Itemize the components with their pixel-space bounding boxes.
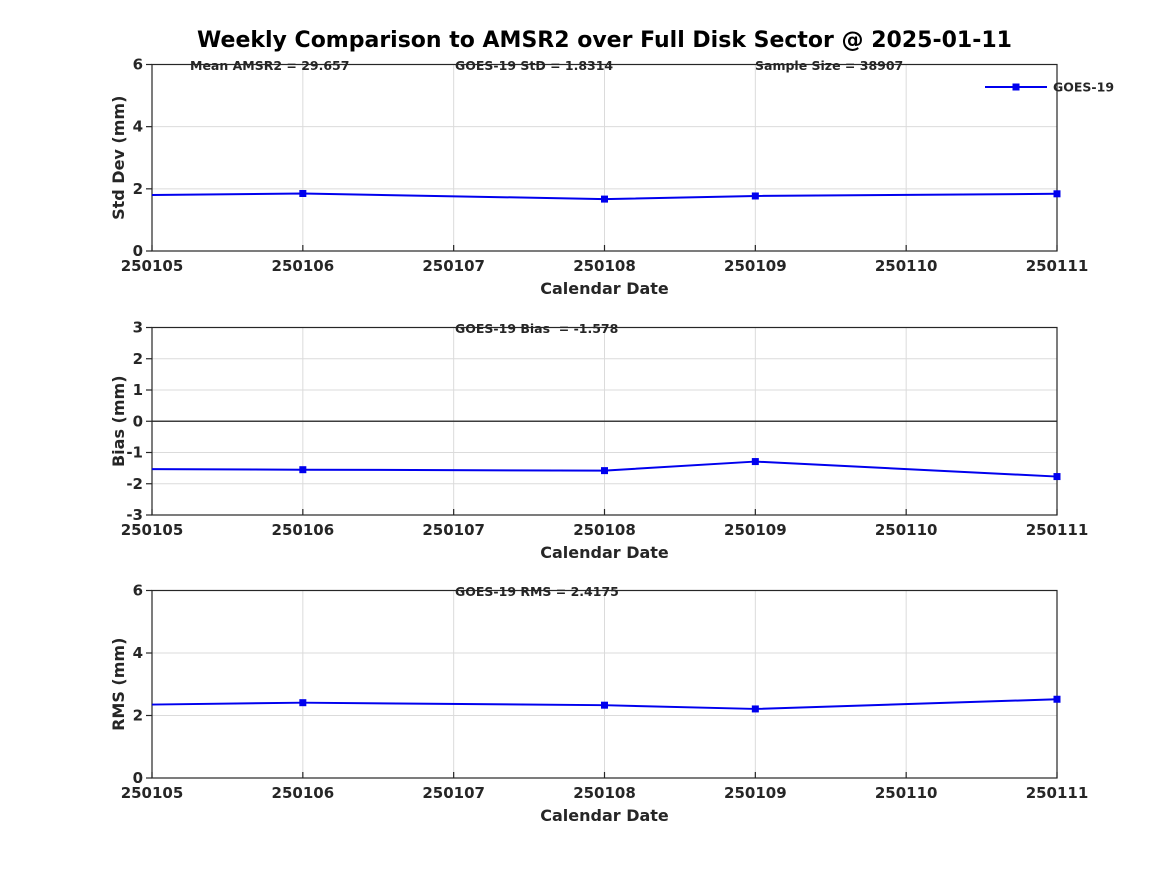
y-tick-label: -1 xyxy=(126,444,143,462)
data-point-marker xyxy=(601,701,608,709)
annotation-text: GOES-19 RMS = 2.4175 xyxy=(455,584,619,599)
data-point-marker xyxy=(751,192,759,200)
y-tick-label: -3 xyxy=(126,506,143,524)
y-tick-label: 4 xyxy=(133,644,143,662)
x-tick-label: 250110 xyxy=(875,521,938,539)
y-tick-label: 4 xyxy=(133,118,143,136)
data-point-marker xyxy=(601,467,608,475)
y-tick-label: 0 xyxy=(133,769,143,787)
data-point-marker xyxy=(751,705,759,713)
x-axis-label: Calendar Date xyxy=(540,543,669,562)
x-tick-label: 250108 xyxy=(573,521,636,539)
x-tick-label: 250111 xyxy=(1026,521,1089,539)
subplot-std-dev: 250105 250106 250107 250108 250109 250110 2501… xyxy=(109,56,1088,299)
annotation-text: Sample Size = 38907 xyxy=(755,58,903,73)
data-point-marker xyxy=(1053,695,1061,703)
y-axis-label: Bias (mm) xyxy=(109,375,128,467)
data-point-marker xyxy=(1053,190,1061,198)
x-tick-label: 250110 xyxy=(875,784,938,802)
x-axis-label: Calendar Date xyxy=(540,279,669,298)
x-tick-label: 250105 xyxy=(121,784,184,802)
x-tick-label: 250111 xyxy=(1026,784,1089,802)
x-tick-label: 250105 xyxy=(121,257,184,275)
x-tick-label: 250108 xyxy=(573,257,636,275)
y-tick-label: 0 xyxy=(133,412,143,430)
y-tick-label: 6 xyxy=(133,56,143,74)
annotation-text: GOES-19 StD = 1.8314 xyxy=(455,58,613,73)
y-axis-label: Std Dev (mm) xyxy=(109,96,128,220)
data-point-marker xyxy=(299,466,307,474)
subplot-rms: 250105 250106 250107 250108 250109 250110 2501… xyxy=(109,582,1088,826)
legend: GOES-19 xyxy=(985,80,1114,95)
x-tick-label: 250105 xyxy=(121,521,184,539)
data-point-marker xyxy=(299,189,307,197)
legend-label: GOES-19 xyxy=(1053,80,1114,95)
data-point-marker xyxy=(601,195,608,203)
x-tick-label: 250111 xyxy=(1026,257,1089,275)
x-tick-label: 250106 xyxy=(272,784,335,802)
x-tick-label: 250108 xyxy=(573,784,636,802)
x-tick-label: 250110 xyxy=(875,257,938,275)
y-tick-label: 0 xyxy=(133,242,143,260)
annotation-text: Mean AMSR2 = 29.657 xyxy=(190,58,349,73)
y-tick-label: 1 xyxy=(133,381,143,399)
x-tick-label: 250106 xyxy=(272,257,335,275)
x-tick-label: 250106 xyxy=(272,521,335,539)
y-tick-label: 3 xyxy=(133,319,143,337)
y-axis-label: RMS (mm) xyxy=(109,638,128,731)
data-point-marker xyxy=(751,458,759,466)
x-axis-label: Calendar Date xyxy=(540,806,669,825)
y-tick-label: 2 xyxy=(133,350,143,368)
x-tick-label: 250109 xyxy=(724,521,787,539)
legend-marker xyxy=(1012,83,1020,91)
x-tick-label: 250107 xyxy=(422,521,485,539)
x-tick-label: 250109 xyxy=(724,784,787,802)
annotation-text: GOES-19 Bias = -1.578 xyxy=(455,321,618,336)
y-tick-label: -2 xyxy=(126,475,143,493)
y-tick-label: 2 xyxy=(133,707,143,725)
y-tick-label: 6 xyxy=(133,582,143,600)
data-point-marker xyxy=(1053,473,1061,481)
figure-title: Weekly Comparison to AMSR2 over Full Dis… xyxy=(197,28,1012,53)
data-point-marker xyxy=(299,699,307,707)
x-tick-label: 250107 xyxy=(422,784,485,802)
x-tick-label: 250109 xyxy=(724,257,787,275)
x-tick-label: 250107 xyxy=(422,257,485,275)
subplot-bias: 250105 250106 250107 250108 250109 250110 2501… xyxy=(109,319,1088,563)
y-tick-label: 2 xyxy=(133,180,143,198)
